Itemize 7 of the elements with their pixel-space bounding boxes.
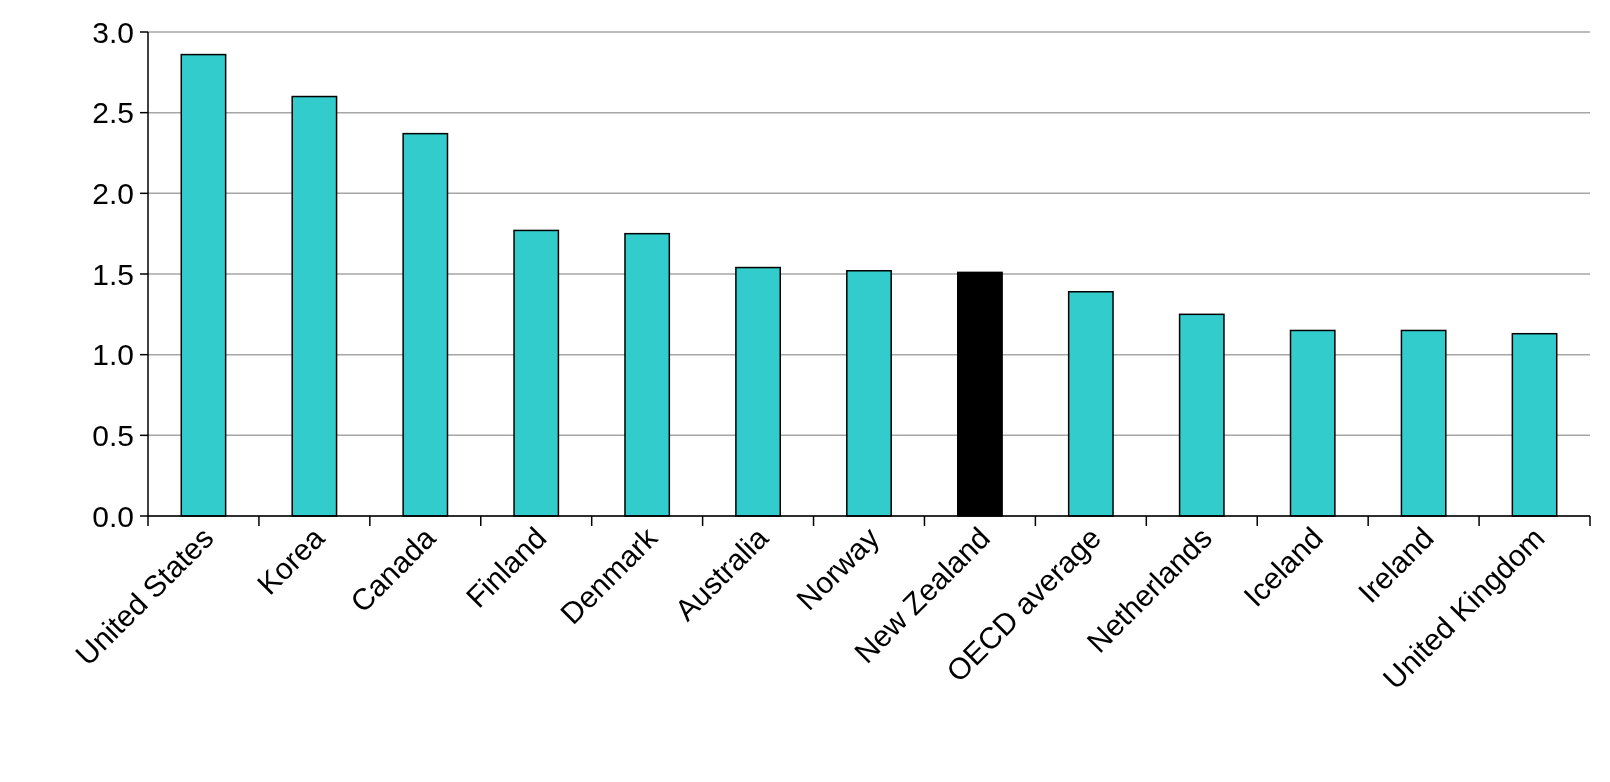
y-tick-label: 2.0 xyxy=(92,176,134,210)
y-tick-label: 0.0 xyxy=(92,499,134,533)
y-tick-label: 1.5 xyxy=(92,257,134,291)
y-tick-label: 2.5 xyxy=(92,96,134,130)
y-tick-label: 3.0 xyxy=(92,15,134,49)
y-tick-label: 0.5 xyxy=(92,418,134,452)
y-tick-label: 1.0 xyxy=(92,338,134,372)
